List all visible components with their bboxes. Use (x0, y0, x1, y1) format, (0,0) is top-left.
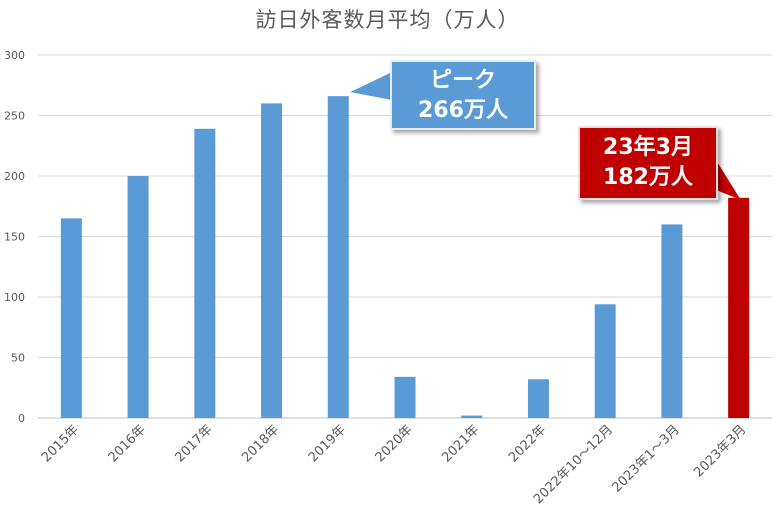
callout-pointers (350, 72, 741, 200)
bar (261, 103, 283, 419)
y-axis-ticks: 0 50 100 150 200 250 300 (4, 49, 25, 425)
x-tick-label: 2021年 (439, 422, 482, 465)
bar (127, 176, 149, 418)
x-tick-label: 2016年 (106, 422, 149, 465)
bar (594, 304, 616, 418)
y-tick-label: 200 (4, 170, 25, 183)
latest-callout: 23年3月 182万人 (578, 126, 718, 200)
peak-callout: ピーク 266万人 (390, 60, 536, 130)
y-tick-label: 250 (4, 110, 25, 123)
y-tick-label: 100 (4, 291, 25, 304)
x-tick-label: 2018年 (239, 422, 282, 465)
x-tick-label: 2023年3月 (691, 422, 749, 480)
y-tick-label: 50 (11, 352, 25, 365)
latest-callout-pointer (716, 160, 741, 200)
x-tick-label: 2015年 (39, 422, 82, 465)
x-tick-label: 2022年 (506, 422, 549, 465)
bar (394, 376, 416, 418)
x-tick-label: 2023年1～3月 (609, 422, 682, 495)
x-axis-ticks: 2015年 2016年 2017年 2018年 2019年 2020年 2021年 2022年… (39, 422, 749, 507)
y-tick-label: 0 (18, 412, 25, 425)
peak-callout-line2: 266万人 (418, 98, 508, 123)
latest-callout-line2: 182万人 (603, 165, 693, 190)
bar (194, 128, 216, 418)
bar (327, 96, 349, 418)
peak-callout-line1: ピーク (429, 68, 496, 93)
y-tick-label: 300 (4, 49, 25, 62)
bar (661, 224, 683, 418)
bar (60, 218, 82, 418)
peak-callout-pointer (350, 72, 392, 100)
bar (728, 197, 750, 418)
chart-title: 訪日外客数月平均（万人） (255, 8, 520, 32)
x-tick-label: 2017年 (172, 422, 215, 465)
bars (60, 96, 750, 419)
x-tick-label: 2020年 (373, 422, 416, 465)
bar (527, 379, 549, 418)
latest-callout-line1: 23年3月 (603, 135, 693, 160)
x-tick-label: 2019年 (306, 422, 349, 465)
y-tick-label: 150 (4, 231, 25, 244)
bar (461, 415, 483, 418)
